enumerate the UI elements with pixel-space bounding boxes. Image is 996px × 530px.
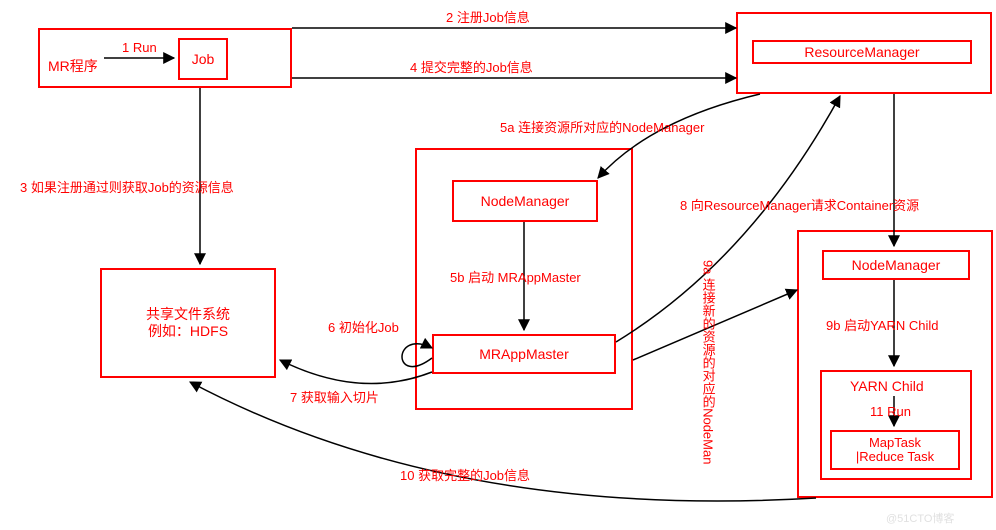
nm1-box: NodeManager: [452, 180, 598, 222]
mram-box: MRAppMaster: [432, 334, 616, 374]
edge-5b-label: 5b 启动 MRAppMaster: [450, 270, 581, 286]
edge-1-label: 1 Run: [122, 40, 157, 56]
nm2-box: NodeManager: [822, 250, 970, 280]
hdfs-box: 共享文件系统 例如：HDFS: [100, 268, 276, 378]
edge-2-label: 2 注册Job信息: [446, 10, 530, 26]
edge-10-label: 10 获取完整的Job信息: [400, 468, 530, 484]
edge-6-label: 6 初始化Job: [328, 320, 399, 336]
edge-4-label: 4 提交完整的Job信息: [410, 60, 533, 76]
yarn-child-label: YARN Child: [850, 378, 924, 395]
edge-9a-label: 9a 连接新的资源的对应的NodeMan: [700, 260, 716, 464]
watermark: @51CTO博客: [886, 510, 954, 526]
job-box: Job: [178, 38, 228, 80]
edge-5a-label: 5a 连接资源所对应的NodeManager: [500, 120, 704, 136]
edge-8-label: 8 向ResourceManager请求Container资源: [680, 198, 919, 214]
task-box: MapTask |Reduce Task: [830, 430, 960, 470]
edge-3-label: 3 如果注册通过则获取Job的资源信息: [20, 180, 234, 196]
edge-9b-label: 9b 启动YARN Child: [826, 318, 938, 334]
mr-prog-label: MR程序: [48, 58, 98, 75]
edge-11-label: 11 Run: [870, 404, 911, 420]
edge-7-label: 7 获取输入切片: [290, 390, 379, 406]
rm-box: ResourceManager: [752, 40, 972, 64]
